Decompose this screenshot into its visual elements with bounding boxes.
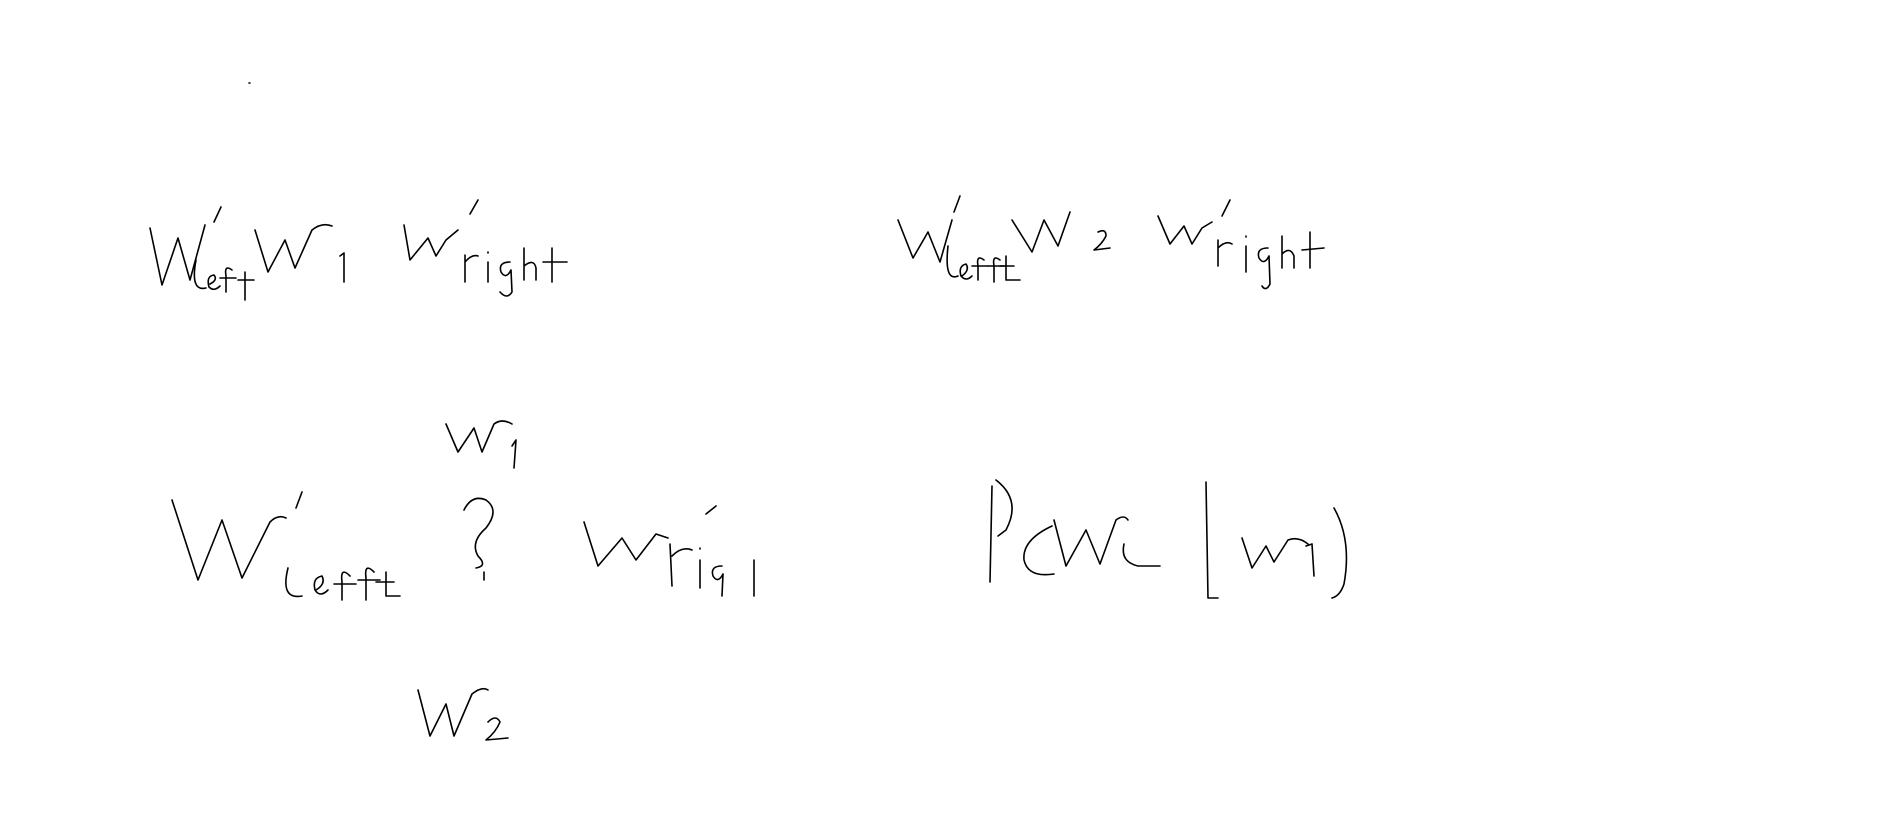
stroke-g xyxy=(1257,247,1271,290)
stroke-h xyxy=(1281,235,1295,269)
stroke-w xyxy=(417,687,489,737)
stroke-w xyxy=(403,224,459,261)
stroke-l xyxy=(946,245,959,278)
stroke-l xyxy=(285,567,303,598)
stroke-w xyxy=(445,420,513,453)
stroke-open-paren xyxy=(1023,525,1055,576)
stroke-r xyxy=(669,543,693,587)
stroke-t xyxy=(1301,231,1325,269)
stroke-prime xyxy=(1221,199,1231,217)
stroke-w xyxy=(1241,537,1309,569)
stroke-f xyxy=(357,567,381,601)
stroke-t xyxy=(542,247,568,283)
expr-probability xyxy=(989,479,1348,599)
stroke-e xyxy=(207,274,221,291)
stroke-w xyxy=(1157,215,1213,245)
stroke-w xyxy=(254,223,333,273)
stroke-w xyxy=(1011,211,1071,253)
expr-center xyxy=(171,491,755,601)
stroke-question-mark xyxy=(463,497,494,569)
stroke-prime xyxy=(295,491,303,509)
stroke-w xyxy=(897,219,953,263)
stroke-bar xyxy=(1205,481,1219,599)
stroke-w xyxy=(1053,516,1129,567)
stroke-prime xyxy=(469,199,479,215)
stroke-p xyxy=(989,479,1013,583)
stroke-t xyxy=(375,571,401,597)
stroke-two xyxy=(1093,229,1111,251)
stroke-g xyxy=(711,565,724,597)
stroke-f xyxy=(987,257,1005,283)
expr-center-above xyxy=(445,420,517,469)
stroke-w xyxy=(583,521,669,567)
stroke-e xyxy=(959,263,973,280)
stroke-two xyxy=(485,717,509,741)
stroke-one xyxy=(1305,543,1315,577)
stroke-w xyxy=(171,499,287,581)
stroke-one xyxy=(511,439,517,469)
stroke-two xyxy=(1122,543,1161,567)
stroke-prime xyxy=(705,505,717,515)
stroke-f xyxy=(219,267,237,293)
stroke-t xyxy=(999,255,1021,281)
stroke-e xyxy=(313,575,329,595)
stroke-f xyxy=(971,257,989,281)
stroke-close-paren xyxy=(1331,507,1348,599)
stroke-one xyxy=(339,252,345,283)
stroke-r xyxy=(464,254,479,283)
stroke-r xyxy=(1217,239,1233,267)
expr-top-right xyxy=(897,195,1325,290)
stroke-t xyxy=(237,271,255,301)
stroke-l xyxy=(193,259,207,290)
stroke-prime xyxy=(213,206,222,223)
stroke-w xyxy=(149,224,206,286)
stroke-g xyxy=(499,261,513,297)
expr-center-below xyxy=(417,687,509,741)
stroke-h xyxy=(523,247,537,281)
stroke-prime xyxy=(953,195,961,213)
expr-top-left xyxy=(149,199,568,301)
stroke-f xyxy=(333,571,357,601)
